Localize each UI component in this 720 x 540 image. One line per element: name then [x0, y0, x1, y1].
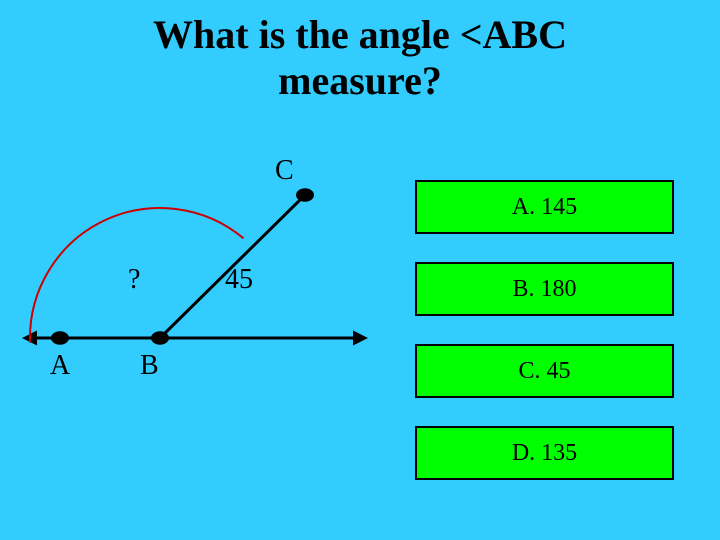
option-d-button[interactable]: D. 135 — [415, 426, 674, 480]
option-b-button[interactable]: B. 180 — [415, 262, 674, 316]
point-label-b: B — [140, 350, 159, 382]
slide-stage: What is the angle <ABC measure? C B A 45… — [0, 0, 720, 540]
option-a-button[interactable]: A. 145 — [415, 180, 674, 234]
point-label-c: C — [275, 155, 294, 187]
option-c-button[interactable]: C. 45 — [415, 344, 674, 398]
angle-value-label: 45 — [225, 264, 253, 296]
point-label-a: A — [50, 350, 70, 382]
unknown-angle-label: ? — [128, 264, 140, 296]
